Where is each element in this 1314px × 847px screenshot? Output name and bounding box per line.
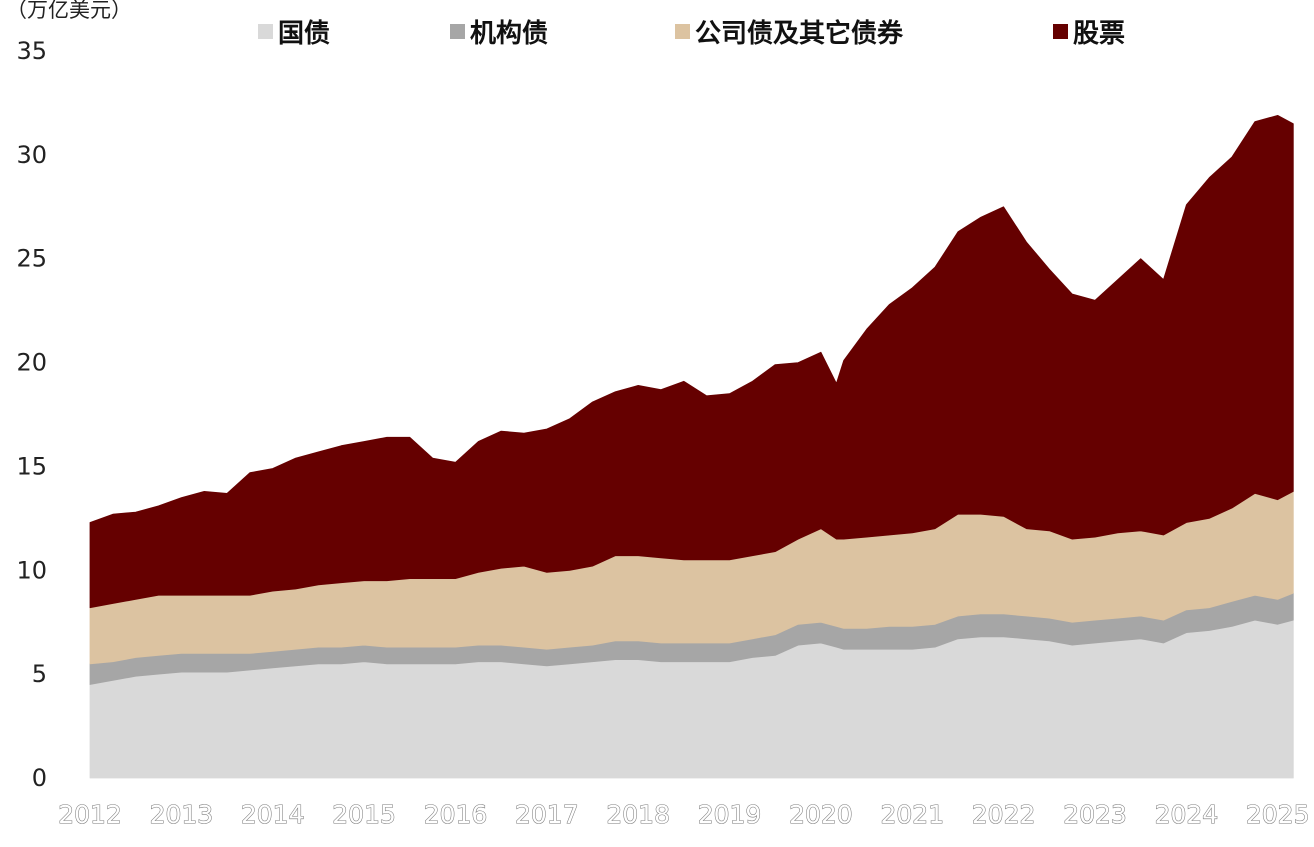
legend-label: 国债 <box>278 19 330 49</box>
x-tick-label: 2023 <box>1063 800 1127 829</box>
x-tick-label: 2019 <box>698 800 762 829</box>
x-tick-label: 2016 <box>424 800 488 829</box>
legend-label: 股票 <box>1073 19 1125 49</box>
x-tick-label: 2017 <box>515 800 579 829</box>
y-tick-label: 20 <box>16 349 47 377</box>
legend-item-2: 机构债 <box>450 19 548 49</box>
x-tick-label: 2020 <box>789 800 853 829</box>
legend-label: 公司债及其它债券 <box>695 18 904 49</box>
x-tick-label: 2018 <box>606 800 670 829</box>
y-tick-label: 30 <box>16 141 47 169</box>
y-tick-label: 15 <box>16 452 47 480</box>
y-tick-label: 25 <box>16 245 47 273</box>
y-tick-label: 0 <box>32 764 47 792</box>
x-tick-label: 2025 <box>1246 800 1310 829</box>
y-axis: 0 5 10 15 20 25 30 35 <box>16 37 47 792</box>
x-tick-label: 2012 <box>58 800 122 829</box>
area-series-group <box>89 115 1294 779</box>
legend-swatch <box>675 24 690 39</box>
area-series-4 <box>89 115 1294 609</box>
x-tick-label: 2024 <box>1155 800 1219 829</box>
x-tick-label: 2014 <box>241 800 305 829</box>
y-tick-label: 35 <box>16 37 47 65</box>
y-tick-label: 5 <box>32 660 47 688</box>
x-tick-label: 2021 <box>880 800 944 829</box>
legend: 国债 机构债 公司债及其它债券 股票 <box>258 18 1125 49</box>
y-tick-label: 10 <box>16 556 47 584</box>
y-unit-label: （万亿美元） <box>6 0 132 22</box>
legend-item-4: 股票 <box>1053 19 1125 49</box>
legend-item-3: 公司债及其它债券 <box>675 18 904 49</box>
legend-swatch <box>258 24 273 39</box>
legend-item-1: 国债 <box>258 19 330 49</box>
legend-swatch <box>450 24 465 39</box>
x-tick-label: 2015 <box>332 800 396 829</box>
x-axis: 2012 2013 2014 2015 2016 2017 2018 2019 2020 2021… <box>58 799 1310 829</box>
x-tick-label: 2013 <box>150 800 214 829</box>
legend-label: 机构债 <box>470 19 548 49</box>
x-tick-label: 2022 <box>972 800 1036 829</box>
legend-swatch <box>1053 24 1068 39</box>
